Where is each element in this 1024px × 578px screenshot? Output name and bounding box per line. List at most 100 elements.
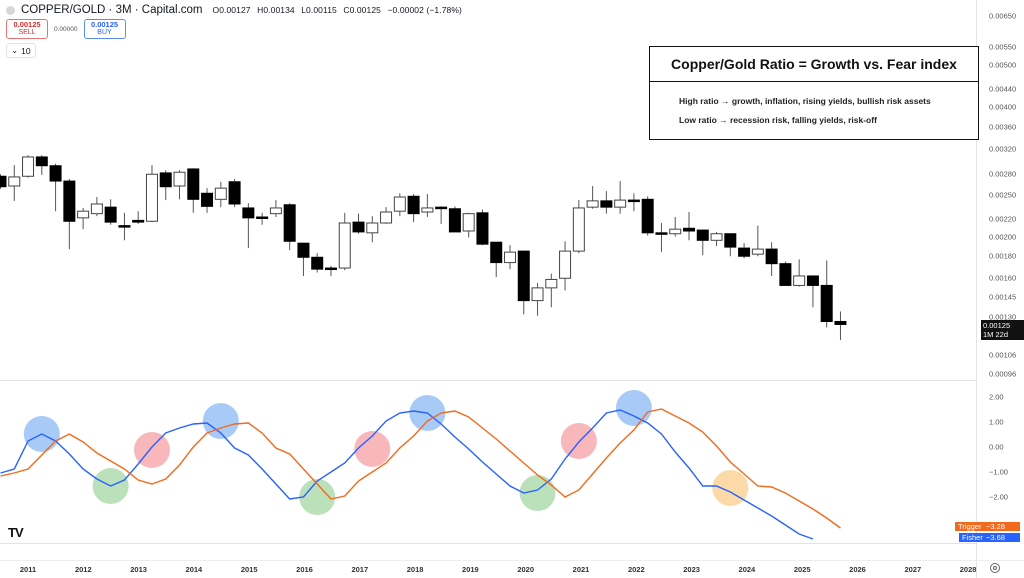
candle[interactable] <box>77 207 90 230</box>
symbol-logo-icon <box>6 5 15 15</box>
candle[interactable] <box>738 243 751 259</box>
fisher-oscillator-chart[interactable] <box>0 0 976 578</box>
candle[interactable] <box>63 178 76 250</box>
candle[interactable] <box>421 194 434 218</box>
candle[interactable] <box>586 186 599 209</box>
candle[interactable] <box>669 217 682 237</box>
candle[interactable] <box>338 212 351 271</box>
tradingview-logo[interactable]: TV <box>8 525 24 540</box>
candle[interactable] <box>393 193 406 217</box>
annotation-title: Copper/Gold Ratio = Growth vs. Fear inde… <box>650 47 978 82</box>
candle[interactable] <box>683 212 695 241</box>
candle[interactable] <box>0 174 7 189</box>
candle[interactable] <box>710 231 723 247</box>
candle[interactable] <box>104 199 117 225</box>
candle[interactable] <box>242 203 255 249</box>
candle[interactable] <box>269 200 282 218</box>
candle[interactable] <box>572 200 585 254</box>
bottom-border <box>0 560 1024 561</box>
candle[interactable] <box>531 283 544 316</box>
candle[interactable] <box>201 188 214 213</box>
candle[interactable] <box>696 229 709 256</box>
price-chart[interactable] <box>0 0 976 380</box>
candle[interactable] <box>173 170 186 200</box>
candle[interactable] <box>297 242 310 276</box>
candle[interactable] <box>600 191 613 214</box>
time-axis-label: 2026 <box>849 565 866 574</box>
time-axis-label: 2023 <box>683 565 700 574</box>
annotation-line-high: High ratio → growth, inflation, rising y… <box>679 96 931 106</box>
candle[interactable] <box>545 273 558 308</box>
candle[interactable] <box>641 196 654 236</box>
price-axis-label: 0.00096 <box>989 369 1017 379</box>
green-signal-circle <box>299 479 336 515</box>
price-axis-label: 0.00130 <box>989 312 1017 322</box>
time-axis-label: 2016 <box>296 565 313 574</box>
candle[interactable] <box>503 245 516 270</box>
time-axis-label: 2024 <box>738 565 756 574</box>
low-value: L0.00115 <box>301 5 337 15</box>
annotation-box[interactable]: Copper/Gold Ratio = Growth vs. Fear inde… <box>649 46 979 140</box>
fisher-line[interactable] <box>0 409 814 540</box>
sell-button[interactable]: 0.00125 SELL <box>6 19 48 39</box>
candle[interactable] <box>283 203 296 251</box>
trade-panel: 0.00125 SELL 0.00000 0.00125 BUY <box>6 19 126 39</box>
time-axis-border <box>0 543 976 544</box>
price-axis-label: 0.00220 <box>989 214 1017 224</box>
candle[interactable] <box>311 253 324 273</box>
candle[interactable] <box>448 206 461 233</box>
buy-button[interactable]: 0.00125 BUY <box>83 19 126 39</box>
candle[interactable] <box>90 197 103 217</box>
candle[interactable] <box>352 213 365 234</box>
time-axis-label: 2014 <box>185 565 203 574</box>
candle[interactable] <box>793 259 806 287</box>
candle[interactable] <box>517 250 530 315</box>
candle[interactable] <box>187 168 200 213</box>
time-axis-label: 2011 <box>19 565 37 574</box>
price-axis-label: 0.00160 <box>989 273 1017 283</box>
candle[interactable] <box>118 212 131 241</box>
candle[interactable] <box>35 155 48 175</box>
candle[interactable] <box>779 261 792 286</box>
candle[interactable] <box>22 155 35 178</box>
oscillator-axis-label: 2.00 <box>989 392 1004 402</box>
symbol-title[interactable]: COPPER/GOLD · 3M · Capital.com <box>21 4 203 16</box>
candle[interactable] <box>407 194 420 223</box>
candle[interactable] <box>490 241 503 278</box>
blue-signal-circle <box>202 403 239 439</box>
candle[interactable] <box>214 181 227 208</box>
candle[interactable] <box>49 163 62 212</box>
candle[interactable] <box>132 211 145 224</box>
candle[interactable] <box>462 212 475 238</box>
candle[interactable] <box>380 207 393 224</box>
candle[interactable] <box>366 216 379 243</box>
candle[interactable] <box>751 225 764 257</box>
candle[interactable] <box>559 241 572 291</box>
candle[interactable] <box>159 170 172 201</box>
indicators-toggle-button[interactable]: ⌄ 10 <box>6 43 36 58</box>
candle[interactable] <box>145 165 158 223</box>
oscillator-axis-label: −2.00 <box>989 492 1008 502</box>
candle[interactable] <box>820 260 833 328</box>
candle[interactable] <box>614 181 627 214</box>
high-value: H0.00134 <box>257 5 295 15</box>
candle[interactable] <box>765 242 778 276</box>
trigger-line[interactable] <box>0 408 841 529</box>
candle[interactable] <box>655 222 668 253</box>
trigger-value-tag: −3.28 <box>984 522 1020 531</box>
candle[interactable] <box>627 193 640 212</box>
price-axis-label: 0.00320 <box>989 144 1017 154</box>
candle[interactable] <box>476 209 489 246</box>
pane-divider[interactable] <box>0 380 976 381</box>
candle[interactable] <box>256 212 269 225</box>
candle[interactable] <box>228 178 241 208</box>
current-price-tag: 0.00125 1M 22d <box>981 320 1024 340</box>
candle[interactable] <box>8 165 21 201</box>
candle[interactable] <box>834 311 847 341</box>
candle[interactable] <box>435 206 448 224</box>
candle[interactable] <box>324 265 337 276</box>
candle[interactable] <box>724 233 737 257</box>
candle[interactable] <box>806 275 819 308</box>
price-axis-label: 0.00550 <box>989 42 1017 52</box>
settings-gear-icon[interactable] <box>990 563 1000 573</box>
